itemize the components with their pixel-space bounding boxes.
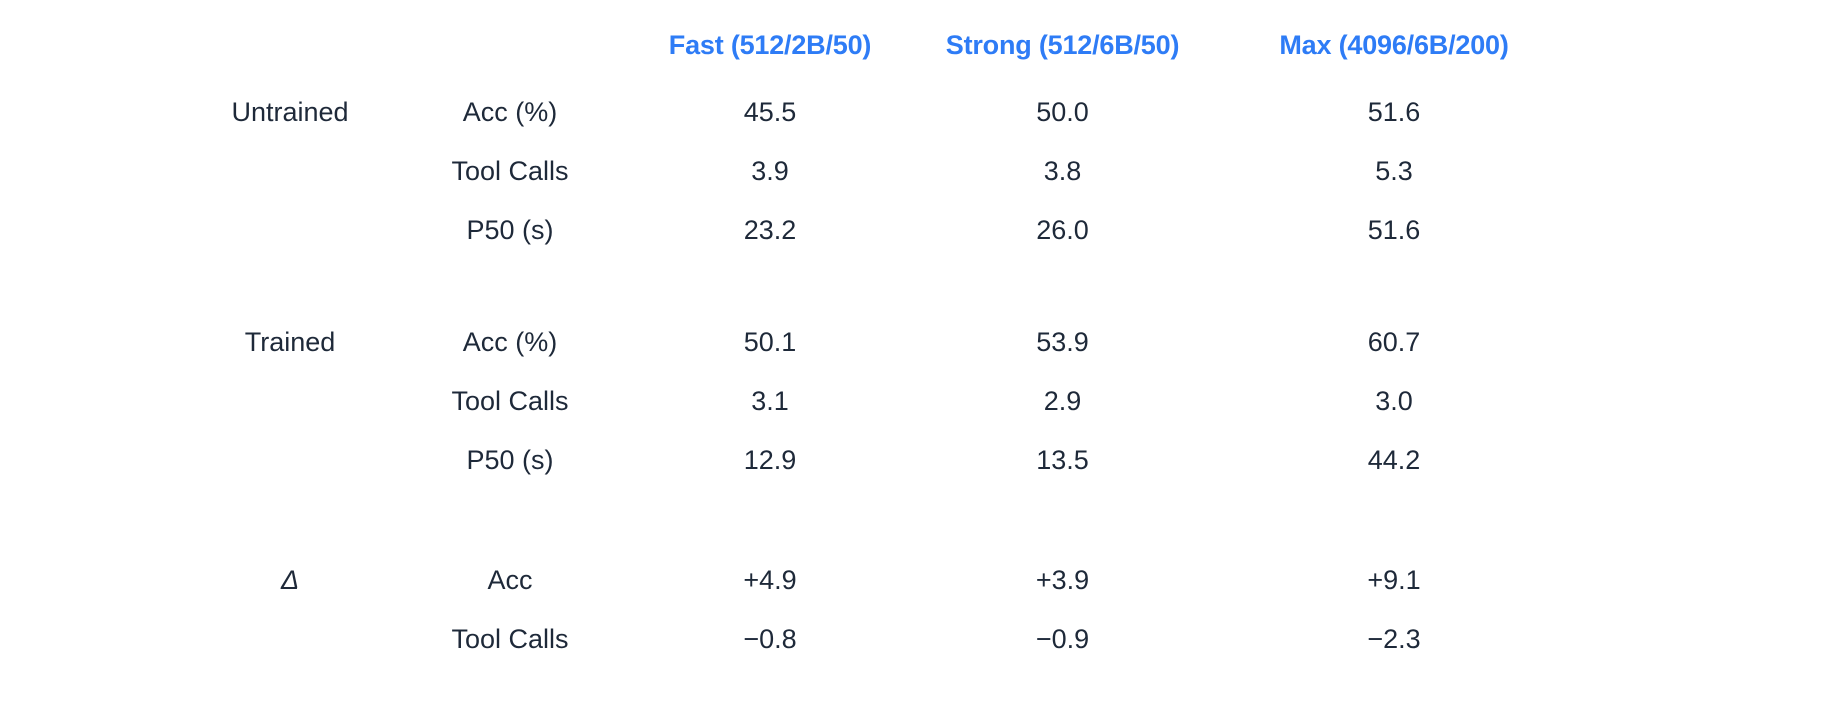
value-cell: 23.2: [743, 215, 797, 246]
group-label: Untrained: [231, 97, 349, 128]
metric-label: Acc: [487, 565, 533, 596]
value-cell: +4.9: [743, 565, 797, 596]
metric-label: P50 (s): [466, 215, 554, 246]
value-cell: −0.8: [743, 624, 797, 655]
value-cell: +9.1: [1367, 565, 1421, 596]
metric-label: P50 (s): [466, 445, 554, 476]
value-cell: 3.9: [751, 156, 789, 187]
value-cell: 3.1: [751, 386, 789, 417]
table-row: Trained Acc (%) 50.1 53.9 60.7: [0, 313, 1828, 372]
value-cell: 53.9: [1036, 327, 1089, 358]
table-row: Untrained Acc (%) 45.5 50.0 51.6: [0, 83, 1828, 142]
group-trained: Trained Acc (%) 50.1 53.9 60.7 Tool Call…: [0, 313, 1828, 490]
column-header-strong: Strong (512/6B/50): [945, 30, 1180, 61]
value-cell: 51.6: [1367, 215, 1421, 246]
table-row: Tool Calls −0.8 −0.9 −2.3: [0, 610, 1828, 669]
table-row: Tool Calls 3.9 3.8 5.3: [0, 142, 1828, 201]
value-cell: 2.9: [1043, 386, 1082, 417]
value-cell: 26.0: [1036, 215, 1089, 246]
table-row: Tool Calls 3.1 2.9 3.0: [0, 372, 1828, 431]
value-cell: 60.7: [1367, 327, 1421, 358]
value-cell: 50.1: [743, 327, 797, 358]
group-untrained: Untrained Acc (%) 45.5 50.0 51.6 Tool Ca…: [0, 83, 1828, 260]
value-cell: 13.5: [1036, 445, 1089, 476]
group-label: Trained: [244, 327, 336, 358]
metric-label: Tool Calls: [451, 386, 569, 417]
table-header-row: Fast (512/2B/50) Strong (512/6B/50) Max …: [0, 16, 1828, 75]
value-cell: −2.3: [1367, 624, 1421, 655]
metric-label: Tool Calls: [451, 156, 569, 187]
metric-label: Tool Calls: [451, 624, 569, 655]
metric-label: Acc (%): [462, 97, 558, 128]
value-cell: 12.9: [743, 445, 797, 476]
value-cell: −0.9: [1035, 624, 1090, 655]
value-cell: 50.0: [1036, 97, 1089, 128]
metric-label: Acc (%): [462, 327, 558, 358]
column-header-max: Max (4096/6B/200): [1279, 30, 1509, 61]
value-cell: 44.2: [1367, 445, 1421, 476]
group-delta: Δ Acc +4.9 +3.9 +9.1 Tool Calls −0.8 −0.…: [0, 551, 1828, 669]
value-cell: +3.9: [1035, 565, 1090, 596]
table-row: P50 (s) 23.2 26.0 51.6: [0, 201, 1828, 260]
value-cell: 5.3: [1375, 156, 1413, 187]
value-cell: 51.6: [1367, 97, 1421, 128]
value-cell: 3.8: [1043, 156, 1082, 187]
group-label-delta: Δ: [280, 565, 300, 596]
table-row: Δ Acc +4.9 +3.9 +9.1: [0, 551, 1828, 610]
value-cell: 45.5: [743, 97, 797, 128]
table-row: P50 (s) 12.9 13.5 44.2: [0, 431, 1828, 490]
value-cell: 3.0: [1375, 386, 1413, 417]
column-header-fast: Fast (512/2B/50): [668, 30, 872, 61]
